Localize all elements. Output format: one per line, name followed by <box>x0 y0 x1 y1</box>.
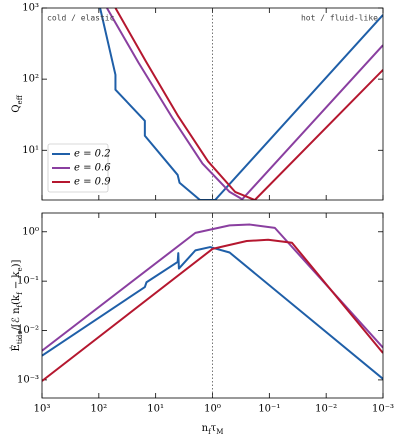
label-part: τ <box>211 423 217 434</box>
axis-label: Qeff <box>11 94 25 112</box>
label-part: f <box>16 291 24 295</box>
x-tick-label: 10⁻³ <box>372 404 394 415</box>
label-part: eff <box>16 94 24 104</box>
label-part: e <box>16 267 24 271</box>
x-tick-label: 10³ <box>34 404 51 415</box>
y-tick-label: 10³ <box>22 3 39 14</box>
label-part: (k <box>11 294 22 305</box>
label-part: n <box>202 423 209 434</box>
x-tick-label: 10² <box>90 404 107 415</box>
series-line <box>106 8 383 200</box>
series-line <box>42 246 383 380</box>
series-line <box>114 8 383 200</box>
legend-label: e = 0.2 <box>74 149 111 160</box>
y-tick-label: 10⁰ <box>22 226 39 237</box>
y-tick-label: 10¹ <box>22 145 39 156</box>
y-tick-label: 10⁻² <box>17 325 39 336</box>
label-part: − k <box>11 271 22 293</box>
y-tick-label: 10⁻³ <box>17 374 39 385</box>
y-tick-label: 10² <box>22 74 39 85</box>
plot-frame <box>41 7 384 201</box>
x-tick-label: 10¹ <box>147 404 164 415</box>
label-part: )] <box>11 259 22 267</box>
x-tick-label: 10⁰ <box>204 404 221 415</box>
label-part: /[ℰ n <box>11 307 22 331</box>
label-part: f <box>16 303 24 307</box>
legend-label: e = 0.6 <box>74 163 111 174</box>
label-part: Ė <box>10 344 22 351</box>
x-tick-label: 10⁻² <box>315 404 337 415</box>
legend-label: e = 0.9 <box>74 177 111 188</box>
plot-frame <box>41 212 384 399</box>
label-part: Q <box>11 104 22 112</box>
y-tick-label: 10⁻¹ <box>17 276 39 287</box>
label-part: M <box>216 428 223 436</box>
axis-label: Ėtide/[ℰ nf(kf − ke)] <box>10 259 25 351</box>
axis-label: nfτM <box>202 423 224 437</box>
series-line <box>42 238 383 382</box>
x-tick-label: 10⁻¹ <box>258 404 280 415</box>
legend-box <box>47 143 109 193</box>
series-line <box>42 223 383 352</box>
label-part: tide <box>16 330 24 344</box>
annotation: cold / elastic <box>47 14 115 23</box>
label-part: f <box>208 428 212 436</box>
annotation: hot / fluid-like <box>301 14 378 23</box>
series-line <box>99 8 383 200</box>
